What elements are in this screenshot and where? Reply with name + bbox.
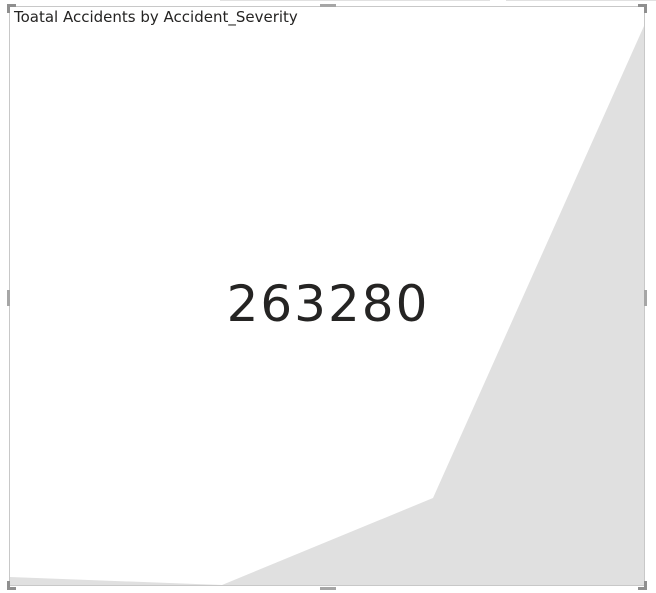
- resize-handle-top-left[interactable]: [7, 4, 16, 13]
- trend-area-shape: [10, 26, 644, 585]
- resize-handle-bottom[interactable]: [320, 587, 336, 590]
- resize-handle-left[interactable]: [7, 290, 10, 306]
- kpi-value: 263280: [226, 275, 430, 333]
- resize-handle-top[interactable]: [320, 4, 336, 7]
- trend-area-sparkline: [10, 26, 644, 585]
- card-visual[interactable]: Toatal Accidents by Accident_Severity 26…: [9, 6, 645, 586]
- toolbar-divider: [506, 0, 656, 4]
- resize-handle-bottom-right[interactable]: [638, 581, 647, 590]
- resize-handle-right[interactable]: [644, 290, 647, 306]
- visual-title: Toatal Accidents by Accident_Severity: [14, 8, 298, 26]
- resize-handle-top-right[interactable]: [638, 4, 647, 13]
- top-toolbar-strip: [0, 0, 656, 4]
- toolbar-divider: [220, 0, 490, 4]
- resize-handle-bottom-left[interactable]: [7, 581, 16, 590]
